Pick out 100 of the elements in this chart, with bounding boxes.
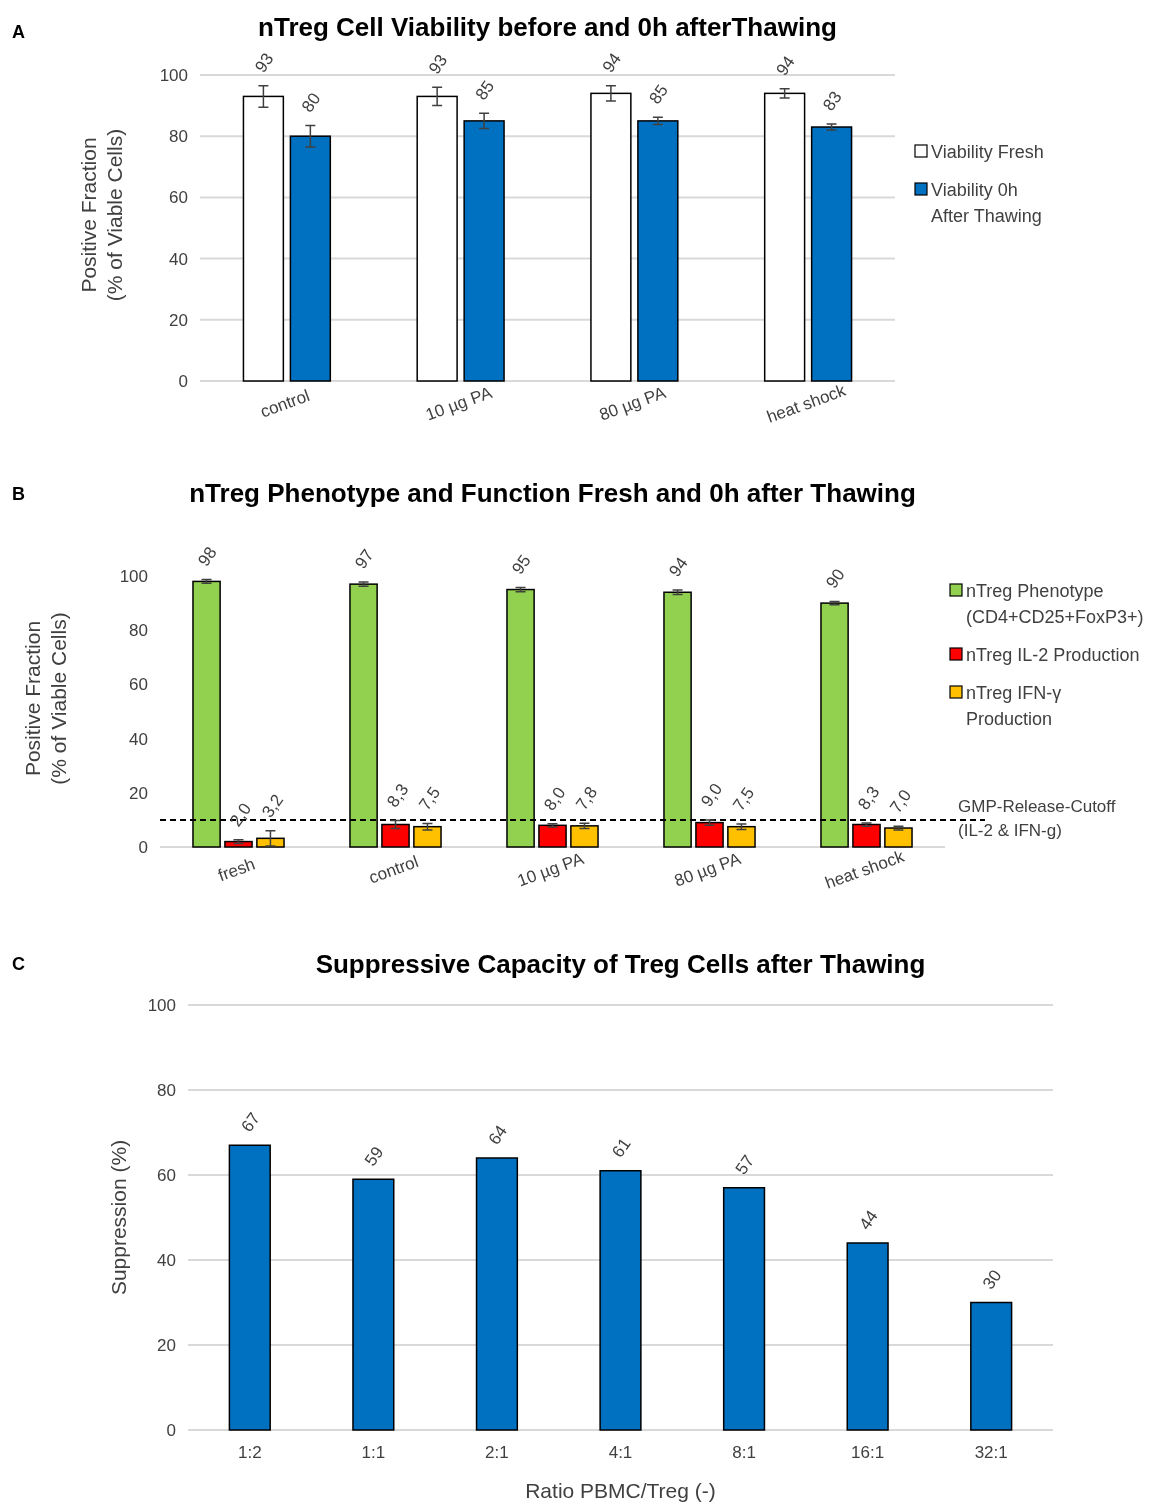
data-label: 67 xyxy=(237,1109,264,1136)
y-tick-label: 20 xyxy=(157,1335,176,1355)
y-tick-label: 20 xyxy=(169,310,188,330)
bar xyxy=(810,126,853,382)
data-label: 30 xyxy=(978,1266,1006,1293)
x-tick-label: 2:1 xyxy=(485,1443,509,1462)
bar xyxy=(852,823,881,848)
data-label: 7,0 xyxy=(886,786,916,817)
x-tick-label: heat shock xyxy=(764,380,849,427)
bar xyxy=(722,1187,766,1431)
chart-title: nTreg Phenotype and Function Fresh and 0h after Thawing xyxy=(189,478,916,508)
bar xyxy=(884,827,913,848)
bar xyxy=(846,1242,889,1431)
y-tick-label: 80 xyxy=(157,1080,176,1100)
bar xyxy=(599,1170,642,1431)
data-label: 95 xyxy=(508,551,535,578)
data-label: 85 xyxy=(471,77,499,104)
data-label: 94 xyxy=(772,52,799,80)
x-tick-label: 1:1 xyxy=(361,1443,386,1462)
x-tick-label: 1:2 xyxy=(237,1443,262,1462)
data-label: 93 xyxy=(251,49,278,76)
y-axis-title: Positive Fraction (% of Viable Cells) xyxy=(77,128,126,302)
data-label: 94 xyxy=(665,553,692,581)
y-tick-label: 60 xyxy=(157,1165,176,1185)
legend-label: nTreg IL-2 Production xyxy=(966,645,1140,665)
text: B xyxy=(12,484,25,504)
y-tick-label: 100 xyxy=(147,995,176,1015)
bar xyxy=(228,1144,271,1431)
data-label: 8,0 xyxy=(540,783,570,814)
y-axis-title: Suppression (%) xyxy=(107,1139,130,1296)
data-label: 61 xyxy=(608,1134,635,1162)
x-tick-label: control xyxy=(257,386,313,422)
y-tick-label: 40 xyxy=(169,249,188,269)
x-tick-label: 32:1 xyxy=(974,1443,1008,1462)
bar xyxy=(289,135,332,382)
bar xyxy=(538,824,567,848)
bar xyxy=(475,1157,519,1431)
bar xyxy=(763,92,806,382)
y-tick-label: 0 xyxy=(138,837,148,857)
x-tick-label: heat shock xyxy=(822,846,907,893)
bar xyxy=(381,823,410,848)
data-label: 94 xyxy=(598,49,626,76)
data-label: 7,5 xyxy=(729,784,759,815)
data-label: 85 xyxy=(645,81,672,108)
x-tick-label: control xyxy=(366,852,421,888)
y-tick-label: 40 xyxy=(157,1250,176,1270)
chart-title: nTreg Cell Viability before and 0h afterThawing xyxy=(258,12,837,42)
legend-label: nTreg IFN-γ Production xyxy=(966,683,1062,729)
bar xyxy=(416,95,458,382)
data-label: 98 xyxy=(194,543,221,570)
legend-label: Viability 0h After Thawing xyxy=(931,180,1042,226)
bar xyxy=(590,92,632,382)
bar xyxy=(352,1178,395,1431)
y-tick-label: 0 xyxy=(178,371,188,391)
y-tick-label: 80 xyxy=(169,127,188,147)
x-tick-label: 10 µg PA xyxy=(423,382,496,425)
y-tick-label: 60 xyxy=(129,675,148,695)
bar xyxy=(570,825,599,848)
x-tick-label: 80 µg PA xyxy=(671,848,744,891)
chart-title: Suppressive Capacity of Treg Cells after Thawing xyxy=(315,949,926,979)
x-tick-label: 80 µg PA xyxy=(596,382,669,425)
data-label: 3,2 xyxy=(258,790,288,822)
bar xyxy=(463,120,505,382)
data-label: 93 xyxy=(424,51,452,78)
bar xyxy=(970,1301,1013,1431)
y-tick-label: 100 xyxy=(119,566,148,586)
x-tick-label: 10 µg PA xyxy=(514,848,587,891)
legend-label: Viability Fresh xyxy=(931,142,1044,162)
ref-line-label: GMP-Release-Cutoff (IL-2 & IFN-g) xyxy=(958,796,1116,840)
y-tick-label: 60 xyxy=(169,188,188,208)
bar xyxy=(413,825,442,848)
bar xyxy=(242,95,285,382)
y-tick-label: 80 xyxy=(129,621,148,641)
data-label: 44 xyxy=(855,1206,882,1234)
y-tick-label: 20 xyxy=(129,783,148,803)
data-label: 64 xyxy=(484,1121,512,1149)
data-label: 7,8 xyxy=(572,783,602,814)
x-axis-title: Ratio PBMC/Treg (-) xyxy=(525,1479,716,1502)
y-axis-title: Positive Fraction (% of Viable Cells) xyxy=(21,612,70,785)
data-label: 7,5 xyxy=(415,783,445,814)
data-label: 80 xyxy=(298,89,325,116)
bar xyxy=(727,825,756,848)
bar xyxy=(637,120,679,382)
data-label: 2,0 xyxy=(226,799,256,830)
data-label: 8,3 xyxy=(383,780,413,811)
x-tick-label: fresh xyxy=(215,854,258,886)
data-label: 59 xyxy=(361,1143,388,1170)
y-tick-label: 0 xyxy=(166,1420,176,1440)
bar xyxy=(224,840,253,848)
x-tick-label: 4:1 xyxy=(608,1443,633,1462)
x-tick-label: 16:1 xyxy=(851,1443,885,1462)
y-tick-label: 100 xyxy=(159,65,188,85)
text: A xyxy=(12,22,25,42)
text: C xyxy=(12,954,25,974)
data-label: 57 xyxy=(731,1151,759,1179)
data-label: 8,3 xyxy=(854,782,884,814)
data-label: 97 xyxy=(351,545,378,573)
data-label: 90 xyxy=(822,565,849,592)
legend-label: nTreg Phenotype (CD4+CD25+FoxP3+) xyxy=(966,581,1144,627)
x-tick-label: 8:1 xyxy=(732,1443,756,1462)
